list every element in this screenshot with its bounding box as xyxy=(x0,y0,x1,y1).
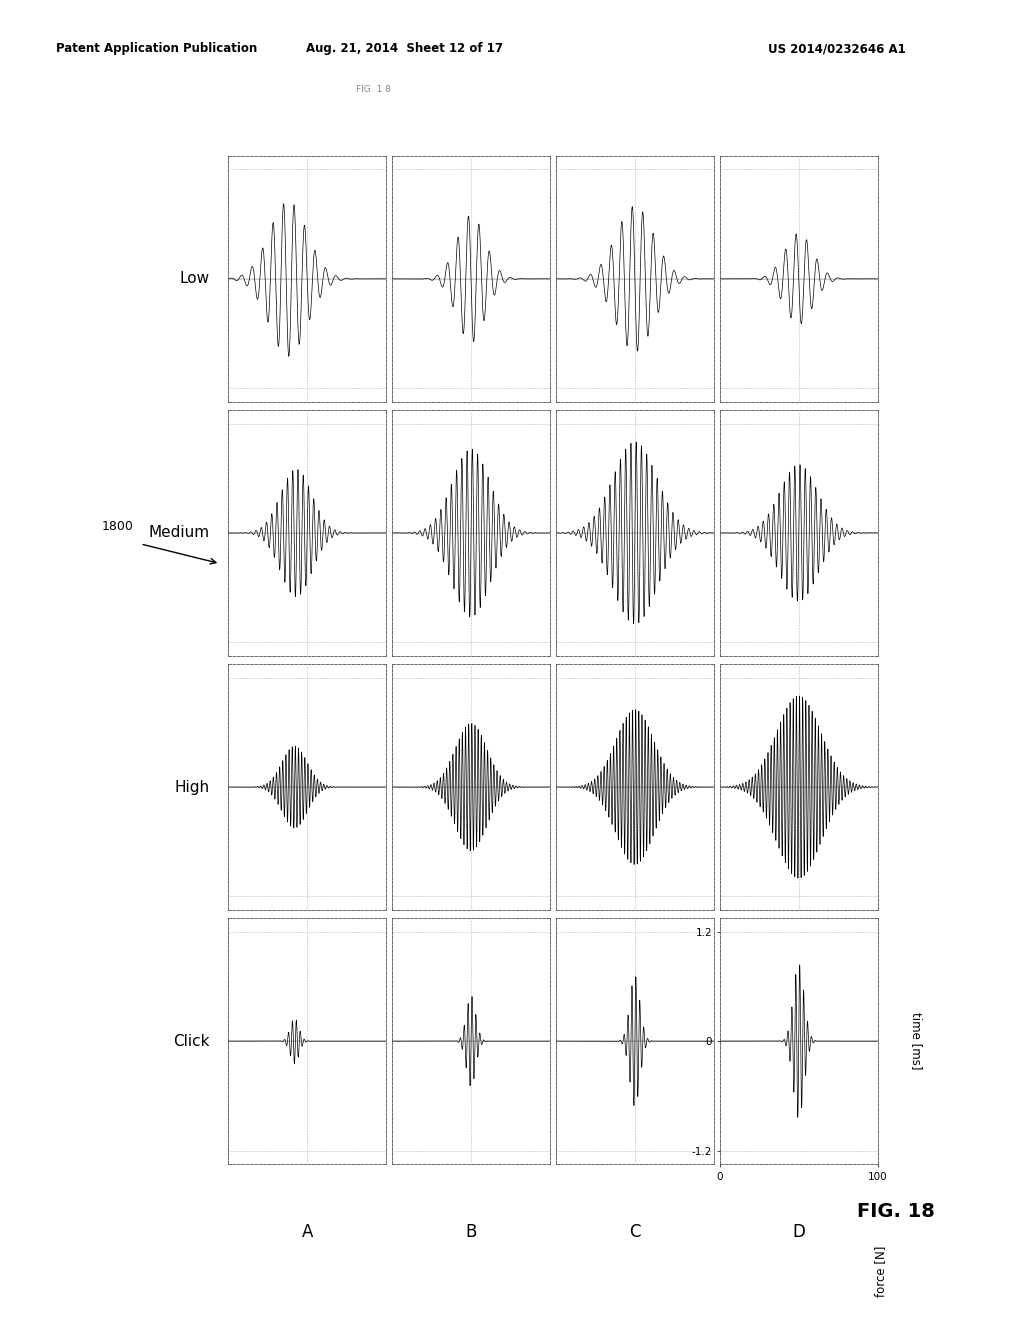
Text: C: C xyxy=(629,1222,641,1241)
Text: force [N]: force [N] xyxy=(874,1246,887,1296)
Text: Patent Application Publication: Patent Application Publication xyxy=(56,42,258,55)
Text: Medium: Medium xyxy=(148,525,210,540)
Text: FIG. 18: FIG. 18 xyxy=(857,1203,935,1221)
Text: time [ms]: time [ms] xyxy=(910,1012,923,1071)
Text: D: D xyxy=(793,1222,805,1241)
Text: Click: Click xyxy=(173,1034,210,1048)
Text: Aug. 21, 2014  Sheet 12 of 17: Aug. 21, 2014 Sheet 12 of 17 xyxy=(306,42,503,55)
Text: US 2014/0232646 A1: US 2014/0232646 A1 xyxy=(768,42,906,55)
Text: A: A xyxy=(301,1222,313,1241)
Text: High: High xyxy=(175,780,210,795)
Text: FIG. 1 8: FIG. 1 8 xyxy=(356,86,391,94)
Text: 1800: 1800 xyxy=(101,520,134,533)
Text: Low: Low xyxy=(180,272,210,286)
Text: B: B xyxy=(465,1222,477,1241)
